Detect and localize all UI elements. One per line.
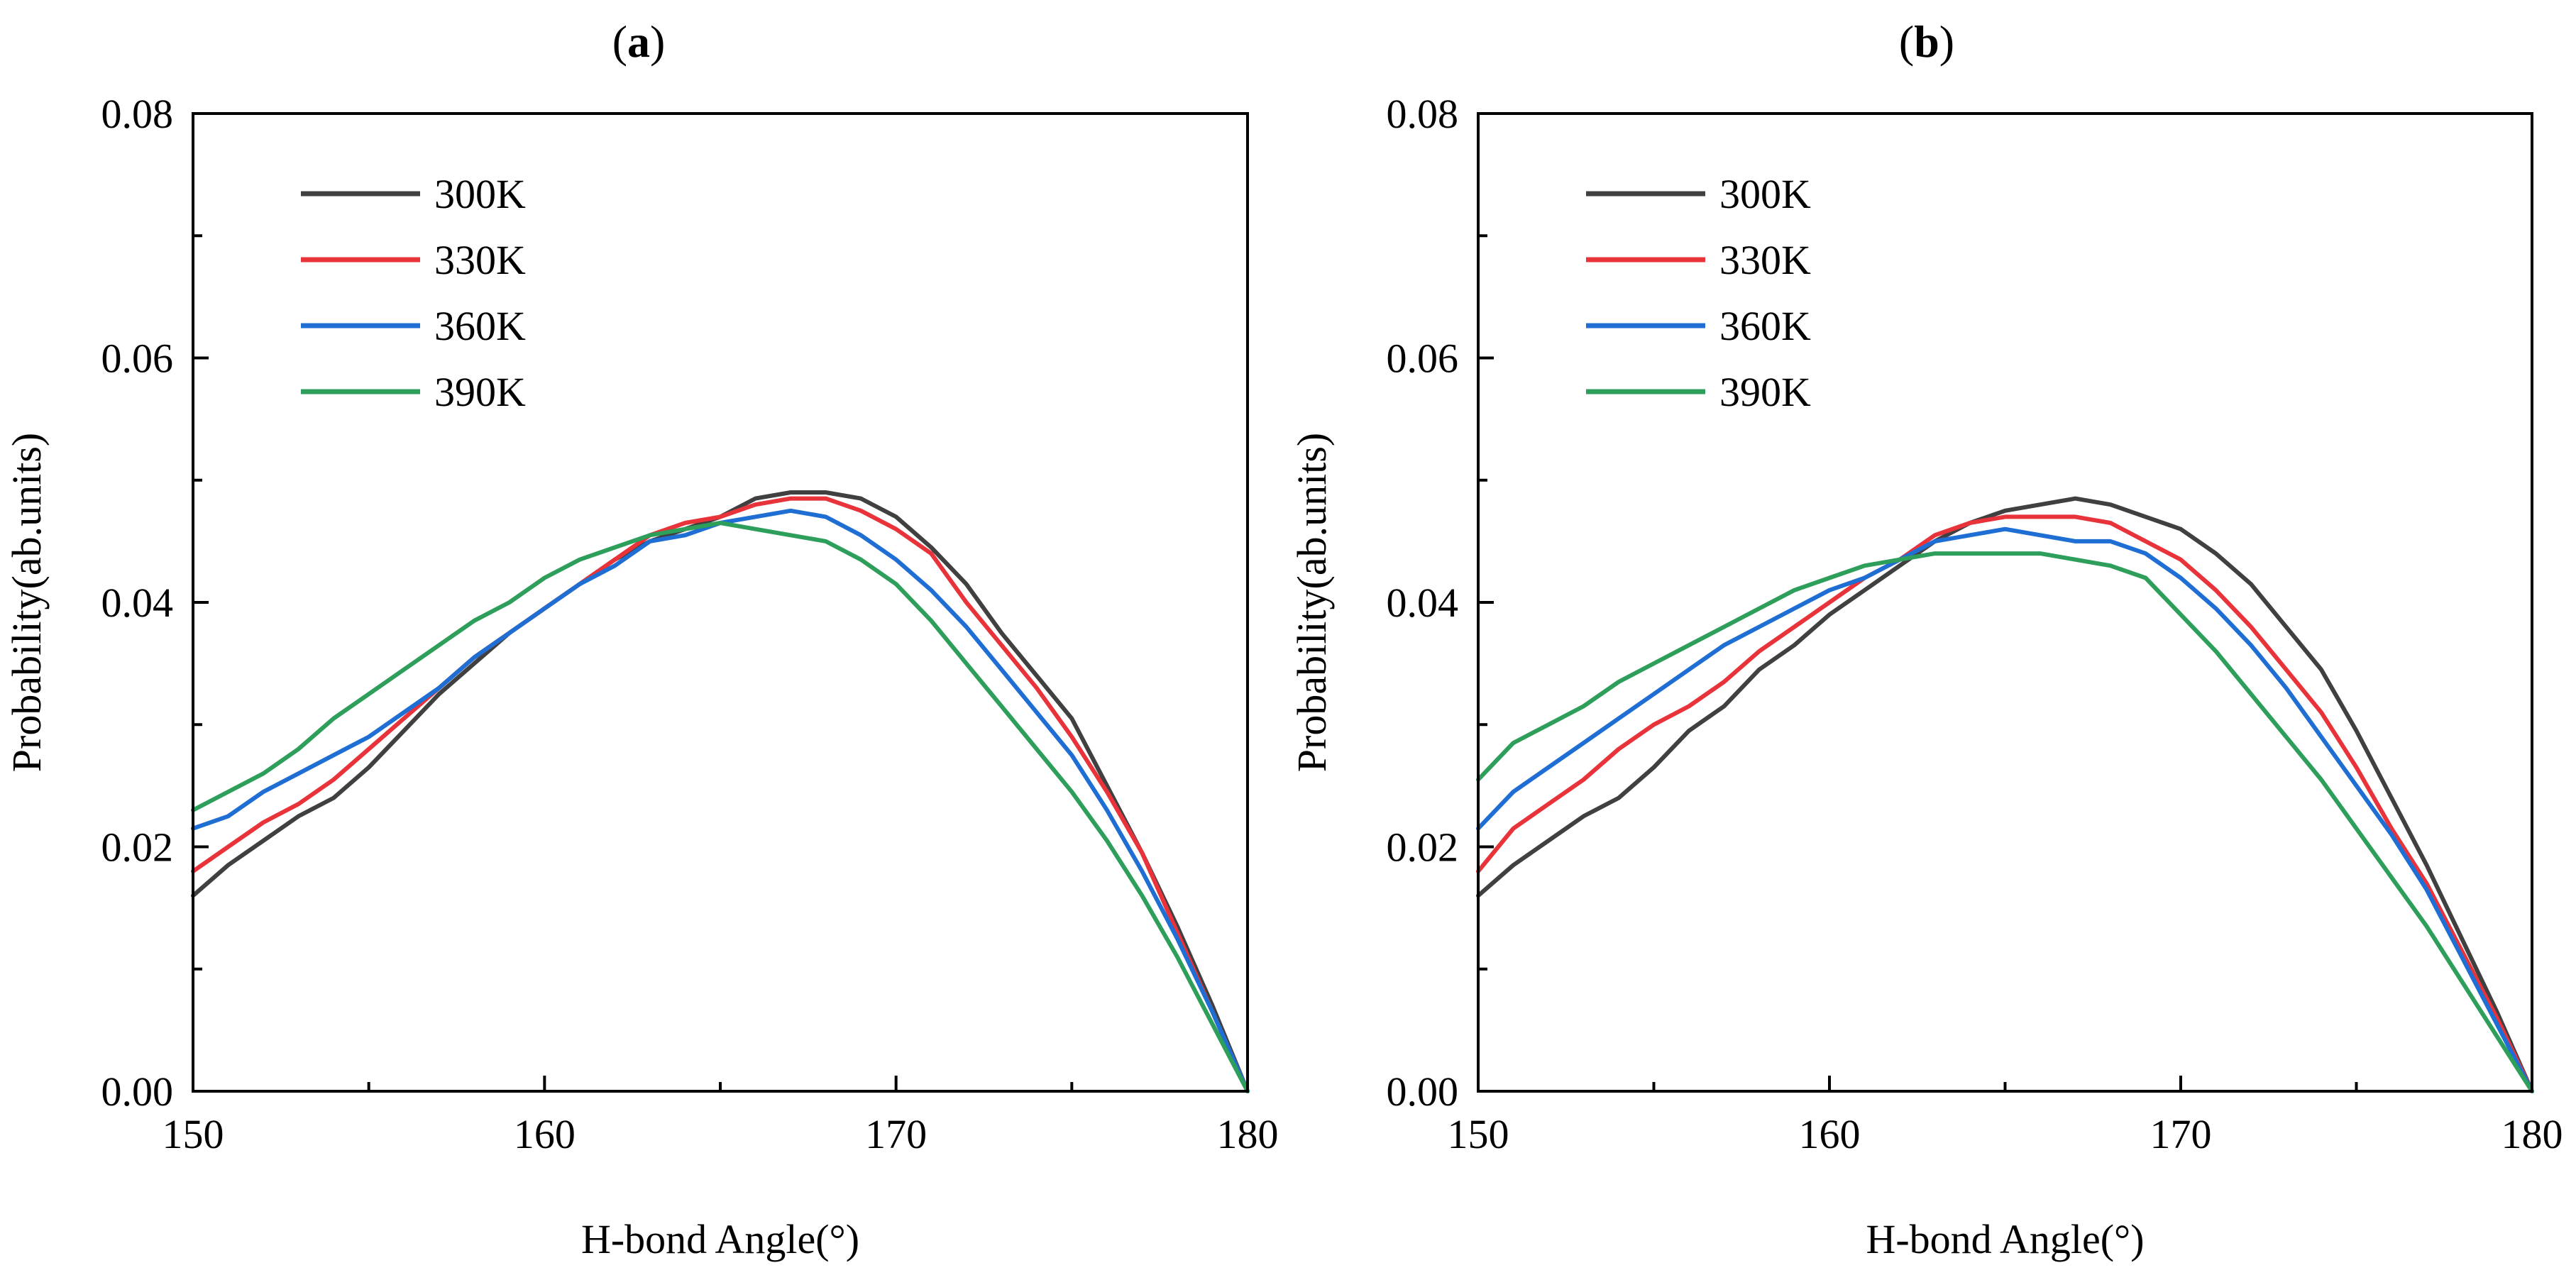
y-tick-label: 0.04 (101, 580, 174, 626)
y-tick-label: 0.08 (1387, 91, 1459, 137)
y-tick-label: 0.00 (1387, 1069, 1459, 1115)
legend-label-300K: 300K (434, 171, 526, 217)
y-axis-title: Probability(ab.units) (1289, 433, 1335, 772)
x-tick-label: 150 (163, 1111, 224, 1157)
y-tick-label: 0.02 (1387, 824, 1459, 871)
y-tick-label: 0.04 (1387, 580, 1459, 626)
y-tick-label: 0.02 (101, 824, 174, 871)
legend-label-360K: 360K (434, 303, 526, 349)
x-tick-label: 160 (1799, 1111, 1861, 1157)
legend-label-360K: 360K (1719, 303, 1811, 349)
series-line-390K (191, 521, 1250, 1093)
legend-label-330K: 330K (434, 237, 526, 283)
x-tick-label: 180 (1217, 1111, 1279, 1157)
y-tick-label: 0.06 (101, 336, 174, 382)
series-line-360K (1476, 526, 2534, 1093)
x-axis: 150 160 170 180 H-bond Angle(°) (1448, 1076, 2563, 1262)
x-tick-label: 170 (865, 1111, 927, 1157)
y-tick-label: 0.06 (1387, 336, 1459, 382)
y-tick-label: 0.08 (101, 91, 174, 137)
series-line-300K (1476, 496, 2534, 1093)
x-axis-title: H-bond Angle(°) (1866, 1216, 2144, 1262)
legend-label-390K: 390K (434, 369, 526, 415)
legend-label-390K: 390K (1719, 369, 1811, 415)
x-tick-label: 150 (1448, 1111, 1509, 1157)
y-axis: 0.00 0.02 0.04 0.06 0.08 Probability(ab.units… (1289, 91, 1494, 1115)
x-tick-label: 160 (514, 1111, 576, 1157)
x-axis-title: H-bond Angle(°) (581, 1216, 859, 1262)
legend-label-330K: 330K (1719, 237, 1811, 283)
series-lines (191, 490, 1250, 1093)
series-line-390K (1476, 551, 2534, 1093)
x-axis: 150 160 170 180 H-bond Angle(°) (163, 1076, 1279, 1262)
y-tick-label: 0.00 (101, 1069, 174, 1115)
x-tick-label: 170 (2150, 1111, 2212, 1157)
series-line-330K (191, 496, 1250, 1093)
legend-label-300K: 300K (1719, 171, 1811, 217)
x-tick-label: 180 (2501, 1111, 2563, 1157)
legend: 300K 330K 360K 390K (1586, 171, 1811, 415)
series-lines (1476, 496, 2534, 1093)
y-axis: 0.00 0.02 0.04 0.06 0.08 Probability(ab.units… (4, 91, 209, 1115)
series-line-330K (1476, 514, 2534, 1093)
legend: 300K 330K 360K 390K (301, 171, 526, 415)
panel-label: (a) (612, 16, 666, 67)
y-axis-title: Probability(ab.units) (4, 433, 50, 772)
panel-label: (b) (1899, 16, 1954, 67)
